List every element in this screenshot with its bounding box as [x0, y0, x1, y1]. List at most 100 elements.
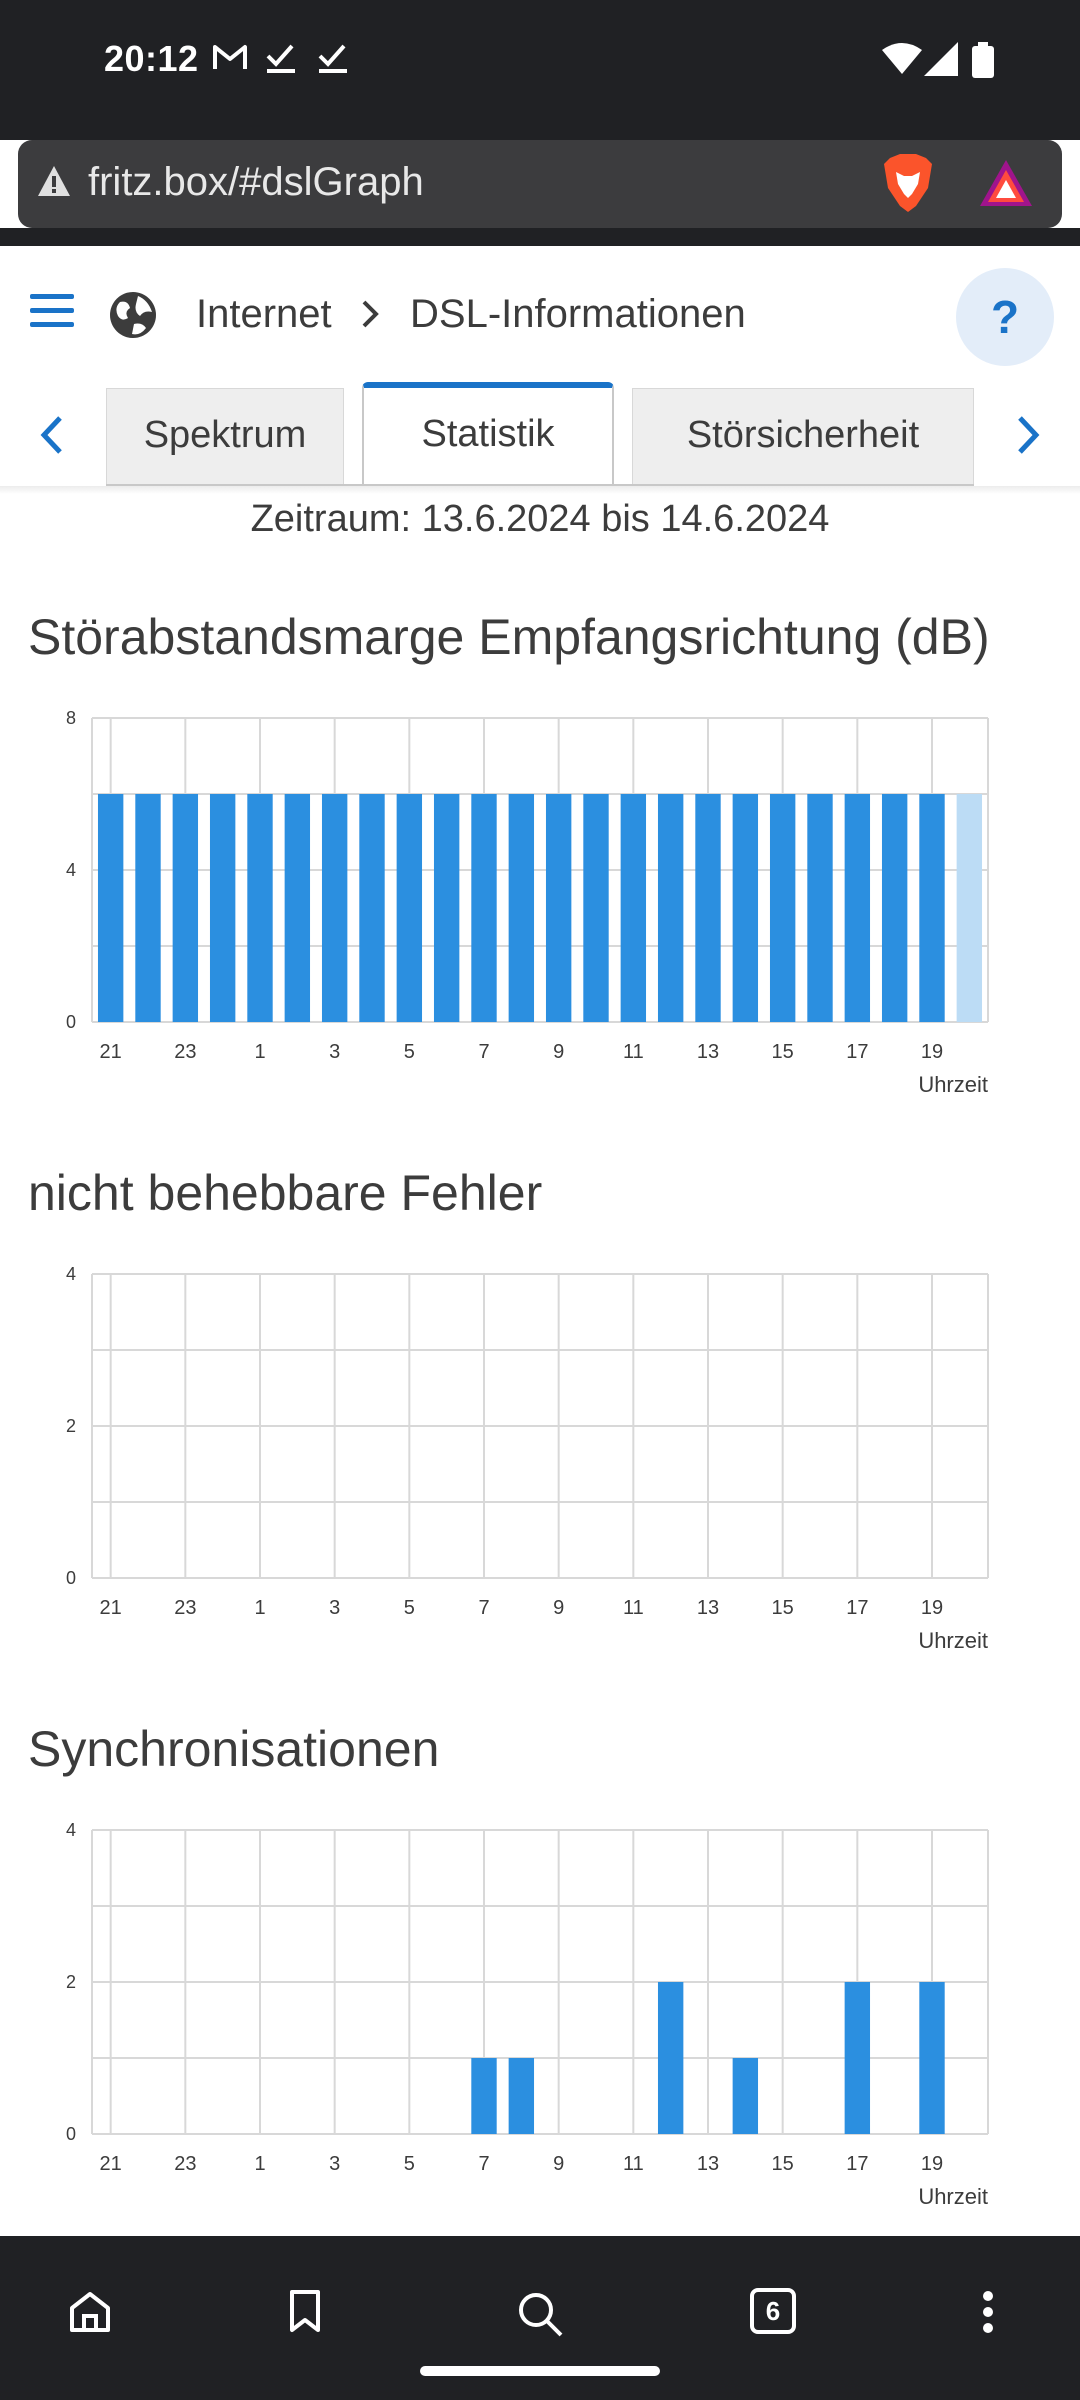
x-tick-label: 21 [100, 1597, 122, 1619]
home-icon[interactable] [68, 2290, 112, 2334]
bar [732, 2058, 759, 2134]
globe-icon [110, 292, 156, 338]
tab-statistik[interactable]: Statistik [362, 382, 614, 484]
x-tick-label: 5 [404, 1597, 415, 1619]
x-tick-label: 21 [100, 2153, 122, 2175]
bookmark-icon[interactable] [288, 2290, 322, 2334]
tabs-count-button[interactable]: 6 [750, 2288, 796, 2334]
bar [844, 794, 871, 1022]
bar [657, 1982, 684, 2134]
x-tick-label: 17 [846, 2153, 868, 2175]
bar [620, 794, 647, 1022]
bar [508, 794, 535, 1022]
bar [172, 794, 199, 1022]
x-tick-label: 3 [329, 1041, 340, 1063]
bar [97, 794, 124, 1022]
chart-title-snr: Störabstandsmarge Empfangsrichtung (dB) [28, 609, 990, 665]
x-tick-label: 7 [478, 1041, 489, 1063]
x-tick-label: 17 [846, 1041, 868, 1063]
bar [919, 1982, 945, 2134]
breadcrumb-internet[interactable]: Internet [196, 292, 332, 336]
chart-title-errors: nicht behebbare Fehler [28, 1165, 543, 1221]
brave-shields-icon[interactable] [882, 154, 934, 214]
bar [545, 794, 572, 1022]
x-tick-label: 1 [254, 1041, 265, 1063]
x-tick-label: 5 [404, 2153, 415, 2175]
status-bar: 20:12 [0, 0, 1080, 140]
not-secure-warning-icon[interactable] [36, 164, 72, 198]
y-tick-label: 0 [66, 2124, 76, 2144]
bar [396, 794, 423, 1022]
tab-divider [106, 484, 974, 486]
x-tick-label: 1 [254, 2153, 265, 2175]
x-tick-label: 11 [623, 1597, 644, 1619]
y-tick-label: 0 [66, 1568, 76, 1588]
bar [433, 794, 460, 1022]
wifi-icon [882, 43, 922, 74]
url-text[interactable]: fritz.box/#dslGraph [88, 160, 424, 204]
x-tick-label: 13 [697, 1041, 719, 1063]
bar [247, 794, 273, 1022]
x-tick-label: 9 [553, 1597, 564, 1619]
chart-sync: 0 2 4 21 23 1 3 5 7 9 11 13 15 17 19 Uhrzeit [0, 1812, 1080, 2232]
x-tick-label: 13 [697, 1597, 719, 1619]
menu-icon[interactable] [30, 294, 74, 334]
bar [807, 794, 833, 1022]
bar [209, 794, 236, 1022]
tab-shadow [0, 486, 1080, 494]
y-tick-label: 8 [66, 708, 76, 728]
bar [732, 794, 759, 1022]
bar [135, 794, 161, 1022]
bar [919, 794, 945, 1022]
bar [471, 2058, 497, 2134]
y-tick-label: 4 [66, 860, 76, 880]
battery-icon [972, 42, 994, 78]
x-tick-label: 15 [772, 1041, 794, 1063]
x-tick-label: 21 [100, 1041, 122, 1063]
chevron-right-icon [362, 300, 379, 328]
bar [769, 794, 796, 1022]
task-done-icon [318, 44, 347, 73]
x-tick-label: 3 [329, 2153, 340, 2175]
x-tick-label: 23 [174, 1041, 196, 1063]
x-tick-label: 9 [553, 1041, 564, 1063]
x-tick-label: 3 [329, 1597, 340, 1619]
x-tick-label: 23 [174, 1597, 196, 1619]
y-tick-label: 2 [66, 1416, 76, 1436]
gmail-icon [213, 45, 247, 69]
x-tick-label: 11 [623, 1041, 644, 1063]
more-options-icon[interactable] [980, 2290, 996, 2334]
bar [844, 1982, 871, 2134]
bar [321, 794, 348, 1022]
x-tick-label: 11 [623, 2153, 644, 2175]
x-tick-label: 7 [478, 1597, 489, 1619]
period-label: Zeitraum: 13.6.2024 bis 14.6.2024 [250, 498, 830, 540]
chart-title-sync: Synchronisationen [28, 1721, 440, 1777]
address-bar[interactable]: fritz.box/#dslGraph [18, 140, 1062, 228]
chart-snr: 0 4 8 21 23 1 3 5 7 9 11 13 15 17 19 Uhrzeit [0, 700, 1080, 1120]
x-tick-label: 23 [174, 2153, 196, 2175]
brave-rewards-icon[interactable] [980, 160, 1032, 206]
signal-icon [924, 42, 958, 76]
bar [471, 794, 497, 1022]
tab-bar: Spektrum Statistik Störsicherheit [0, 382, 1080, 486]
y-tick-label: 0 [66, 1012, 76, 1032]
y-tick-label: 4 [66, 1264, 76, 1284]
tab-scroll-left-icon[interactable] [36, 412, 68, 458]
x-tick-label: 7 [478, 2153, 489, 2175]
chart-errors: 0 2 4 21 23 1 3 5 7 9 11 13 15 17 19 Uhrzeit [0, 1256, 1080, 1676]
bar [359, 794, 385, 1022]
tab-spektrum[interactable]: Spektrum [106, 388, 344, 484]
breadcrumb-dsl-informationen[interactable]: DSL-Informationen [410, 292, 746, 336]
browser-toolbar-edge [0, 228, 1080, 246]
bar [508, 2058, 535, 2134]
search-icon[interactable] [516, 2290, 564, 2338]
tab-scroll-right-icon[interactable] [1012, 412, 1044, 458]
bar [695, 794, 721, 1022]
task-done-icon [266, 44, 295, 73]
tab-stoersicherheit[interactable]: Störsicherheit [632, 388, 974, 484]
bar [657, 794, 684, 1022]
x-tick-label: 1 [254, 1597, 265, 1619]
help-button[interactable]: ? [956, 268, 1054, 366]
